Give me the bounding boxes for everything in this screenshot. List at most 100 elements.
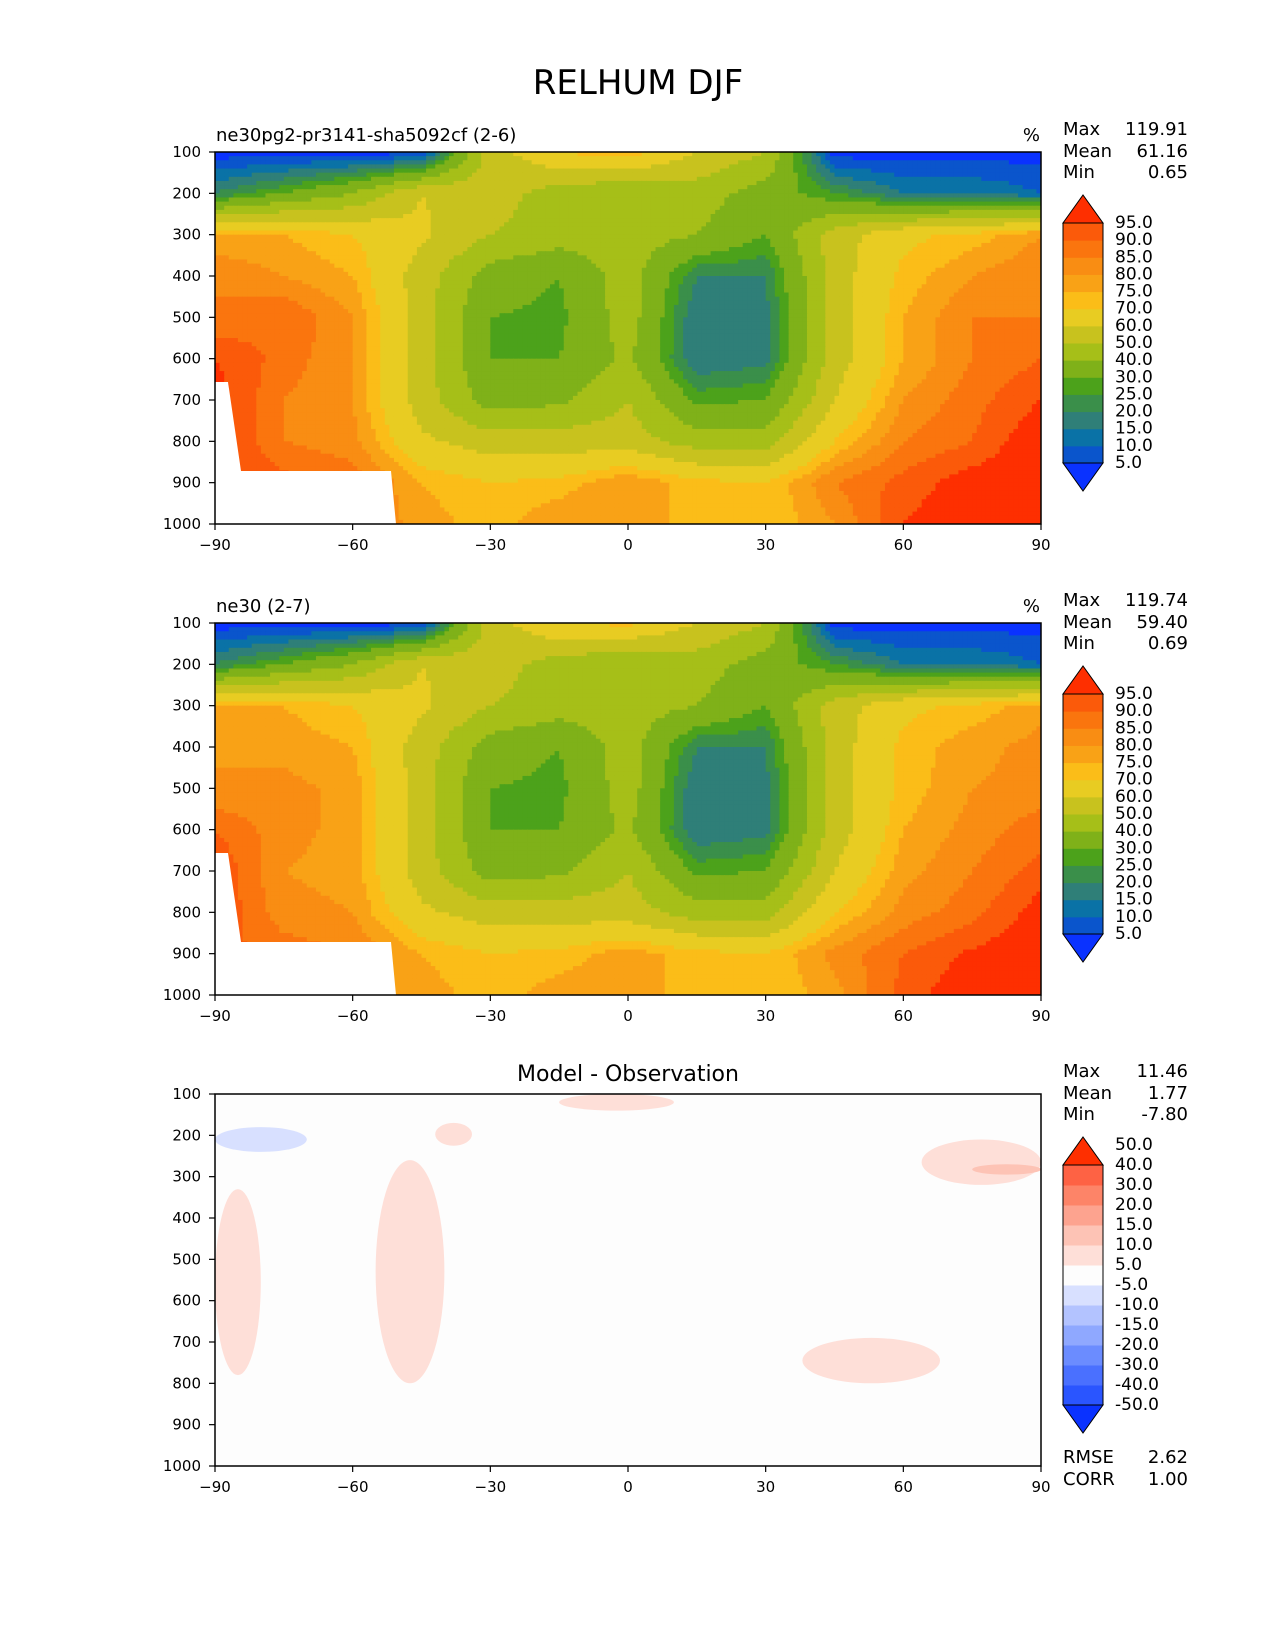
- field-cell: [669, 156, 675, 161]
- field-cell: [660, 255, 666, 261]
- field-cell: [237, 189, 244, 194]
- field-cell: [338, 205, 345, 211]
- field-cell: [371, 234, 377, 240]
- field-cell: [930, 226, 937, 232]
- field-cell: [485, 234, 491, 240]
- field-cell: [462, 209, 468, 215]
- field-cell: [811, 242, 817, 248]
- field-cell: [513, 189, 519, 194]
- field-cell: [806, 180, 813, 186]
- field-cell: [1022, 156, 1028, 161]
- field-cell: [733, 255, 739, 261]
- field-cell: [967, 168, 973, 174]
- field-cell: [545, 193, 551, 199]
- field-cell: [476, 152, 482, 157]
- field-cell: [297, 255, 303, 261]
- field-cell: [940, 222, 946, 227]
- field-cell: [407, 255, 413, 261]
- field-cell: [430, 185, 436, 190]
- field-cell: [260, 189, 267, 194]
- field-cell: [935, 218, 941, 223]
- field-cell: [242, 251, 248, 256]
- field-cell: [540, 255, 546, 261]
- field-cell: [825, 234, 831, 240]
- field-cell: [563, 205, 569, 211]
- field-cell: [930, 259, 937, 265]
- field-cell: [329, 242, 335, 248]
- field-cell: [476, 251, 482, 256]
- field-cell: [251, 172, 257, 178]
- field-cell: [403, 230, 409, 236]
- field-cell: [926, 218, 932, 223]
- field-cell: [430, 172, 436, 178]
- field-cell: [435, 156, 441, 161]
- field-cell: [375, 185, 381, 190]
- field-cell: [279, 222, 285, 227]
- field-cell: [237, 197, 244, 203]
- field-cell: [403, 214, 409, 219]
- field-cell: [247, 201, 253, 207]
- field-cell: [568, 164, 574, 170]
- field-cell: [898, 209, 904, 215]
- field-cell: [761, 156, 767, 161]
- field-cell: [756, 234, 762, 240]
- field-cell: [481, 218, 487, 223]
- field-cell: [903, 251, 909, 256]
- field-cell: [219, 193, 225, 199]
- field-cell: [329, 214, 335, 219]
- field-cell: [549, 168, 556, 174]
- field-cell: [494, 255, 501, 261]
- field-cell: [1031, 156, 1038, 161]
- field-cell: [279, 263, 285, 269]
- field-cell: [940, 218, 946, 223]
- field-cell: [609, 214, 615, 219]
- field-cell: [862, 172, 868, 178]
- field-cell: [834, 189, 840, 194]
- field-cell: [1031, 176, 1038, 182]
- field-cell: [265, 164, 271, 170]
- field-cell: [398, 160, 404, 165]
- field-cell: [549, 193, 556, 199]
- field-cell: [871, 218, 877, 223]
- field-cell: [715, 214, 721, 219]
- field-cell: [806, 172, 813, 178]
- field-cell: [719, 242, 725, 248]
- field-cell: [444, 242, 450, 248]
- field-cell: [742, 222, 748, 227]
- field-cell: [724, 172, 730, 178]
- field-cell: [549, 160, 556, 165]
- field-cell: [416, 255, 423, 261]
- field-cell: [531, 156, 537, 161]
- field-cell: [866, 197, 872, 203]
- field-cell: [1004, 214, 1010, 219]
- field-cell: [306, 222, 312, 227]
- field-cell: [953, 209, 959, 215]
- field-cell: [233, 255, 239, 261]
- field-cell: [834, 251, 840, 256]
- field-cell: [572, 214, 579, 219]
- field-cell: [687, 185, 693, 190]
- field-cell: [779, 238, 785, 244]
- field-cell: [811, 172, 817, 178]
- field-cell: [582, 234, 588, 240]
- field-cell: [774, 255, 781, 261]
- field-cell: [655, 201, 661, 207]
- field-cell: [1008, 180, 1015, 186]
- field-cell: [389, 238, 395, 244]
- field-cell: [999, 160, 1005, 165]
- field-cell: [600, 263, 606, 269]
- field-cell: [857, 234, 863, 240]
- field-cell: [517, 189, 524, 194]
- field-cell: [912, 205, 918, 211]
- field-cell: [435, 176, 441, 182]
- field-cell: [311, 234, 317, 240]
- field-cell: [678, 242, 684, 248]
- field-cell: [559, 189, 565, 194]
- field-cell: [806, 234, 813, 240]
- field-cell: [765, 242, 771, 248]
- field-cell: [834, 168, 840, 174]
- field-cell: [476, 180, 482, 186]
- field-cell: [926, 172, 932, 178]
- field-cell: [999, 230, 1005, 236]
- field-cell: [393, 164, 400, 170]
